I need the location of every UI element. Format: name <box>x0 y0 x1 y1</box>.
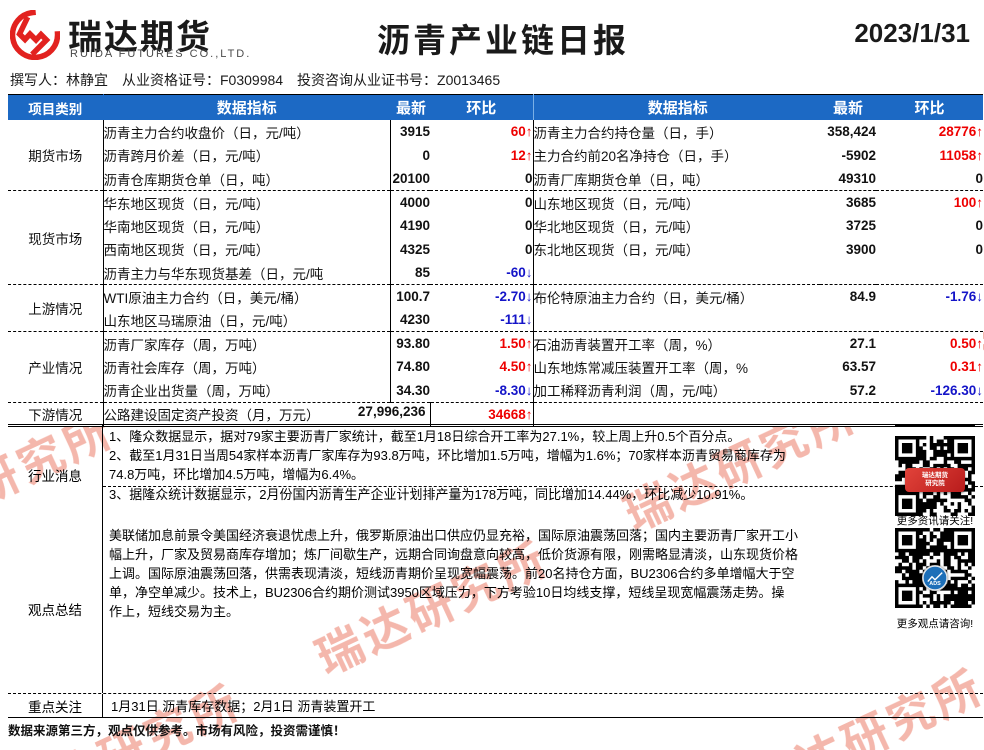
svg-text:ADS: ADS <box>929 581 941 587</box>
